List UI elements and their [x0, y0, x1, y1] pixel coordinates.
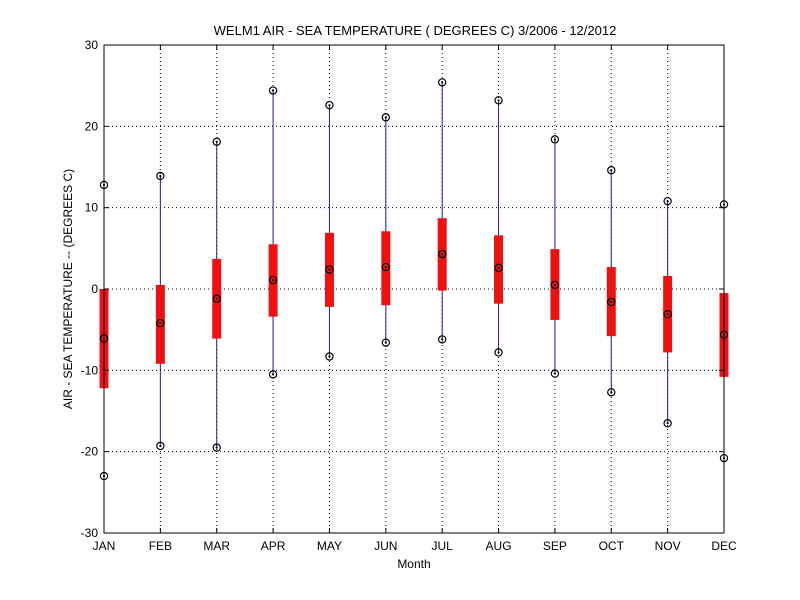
min-marker-may	[325, 352, 334, 361]
min-marker-dot-may	[328, 355, 331, 358]
min-marker-dot-feb	[159, 444, 162, 448]
median-marker-sep	[550, 280, 560, 290]
max-marker-sep	[550, 135, 560, 144]
max-marker-may	[325, 100, 334, 110]
min-marker-sep	[550, 369, 560, 378]
max-marker-dot-jul	[441, 81, 444, 84]
median-marker-dot-mar	[215, 297, 218, 300]
x-tick-label: NOV	[655, 539, 681, 553]
min-marker-aug	[494, 348, 503, 357]
min-marker-oct	[607, 388, 616, 397]
y-tick-label: 0	[91, 282, 98, 296]
max-marker-mar	[212, 137, 221, 146]
x-tick-label: SEP	[543, 539, 567, 553]
chart-title: WELM1 AIR - SEA TEMPERATURE ( DEGREES C)…	[214, 23, 617, 38]
x-tick-label: MAR	[203, 539, 230, 553]
max-marker-jun	[381, 113, 391, 122]
y-tick-label: 30	[85, 38, 99, 52]
max-marker-feb	[156, 171, 165, 181]
median-marker-oct	[607, 297, 616, 307]
box-jun	[381, 231, 391, 306]
max-marker-dot-sep	[553, 138, 557, 141]
min-marker-mar	[212, 443, 221, 452]
x-tick-label: AUG	[486, 539, 512, 553]
max-marker-dot-oct	[610, 169, 613, 172]
max-marker-dot-may	[328, 104, 331, 107]
x-tick-label: JAN	[93, 539, 116, 553]
max-marker-oct	[607, 166, 616, 175]
median-marker-apr	[268, 275, 278, 285]
y-tick-label: -30	[81, 526, 99, 540]
y-axis-label: AIR - SEA TEMPERATURE -- (DEGREES C)	[61, 169, 75, 409]
max-marker-dot-aug	[497, 99, 500, 102]
median-marker-dot-feb	[159, 322, 162, 325]
min-marker-dot-apr	[271, 373, 275, 376]
y-tick-label: -10	[81, 363, 99, 377]
max-marker-jul	[437, 78, 447, 87]
max-marker-dot-nov	[666, 200, 669, 203]
x-tick-label: MAY	[317, 539, 342, 553]
x-tick-label: APR	[261, 539, 286, 553]
median-marker-mar	[212, 294, 221, 303]
median-marker-dot-sep	[553, 283, 557, 287]
median-marker-jun	[381, 262, 391, 272]
x-axis-label: Month	[397, 557, 430, 571]
median-marker-nov	[663, 310, 672, 319]
min-marker-dot-mar	[215, 446, 218, 449]
min-marker-dot-jul	[441, 338, 444, 341]
box-aug	[494, 235, 504, 304]
y-tick-label: 20	[85, 119, 99, 133]
max-marker-aug	[494, 96, 503, 105]
x-tick-label: JUL	[432, 539, 454, 553]
max-marker-dot-jun	[384, 116, 387, 119]
median-marker-may	[325, 265, 334, 274]
max-marker-apr	[268, 86, 278, 95]
grid	[103, 44, 725, 534]
min-marker-jun	[381, 338, 391, 347]
min-marker-apr	[268, 370, 278, 379]
x-tick-label: FEB	[149, 539, 172, 553]
max-marker-nov	[663, 196, 672, 206]
box-feb	[155, 284, 165, 364]
min-marker-dot-sep	[553, 372, 557, 375]
y-tick-label: -20	[81, 445, 99, 459]
min-marker-nov	[663, 419, 672, 428]
x-tick-label: DEC	[711, 539, 737, 553]
median-marker-dot-nov	[666, 313, 669, 316]
median-marker-feb	[156, 318, 165, 328]
median-marker-jul	[437, 249, 447, 259]
median-marker-dot-jul	[441, 252, 444, 256]
axes: -30 -20 -10 0 10 20 30 JAN FEB MAR APR MAY JUN JUL AUG…	[81, 38, 737, 553]
median-marker-dot-apr	[271, 278, 275, 282]
min-marker-feb	[156, 441, 165, 451]
y-tick-label: 10	[85, 201, 99, 215]
min-marker-dot-oct	[610, 391, 613, 394]
median-marker-dot-aug	[497, 266, 500, 269]
max-marker-dot-feb	[159, 174, 162, 178]
min-marker-dot-jun	[384, 341, 387, 344]
min-marker-dot-nov	[666, 422, 669, 425]
box-marks	[99, 78, 729, 481]
max-marker-dot-mar	[215, 140, 218, 143]
max-marker-dot-apr	[271, 89, 275, 92]
x-tick-label: OCT	[599, 539, 625, 553]
min-marker-dot-aug	[497, 351, 500, 354]
x-tick-label: JUN	[374, 539, 397, 553]
median-marker-dot-oct	[610, 300, 613, 304]
median-marker-dot-jun	[384, 265, 387, 269]
median-marker-aug	[494, 263, 503, 273]
median-marker-dot-may	[328, 268, 331, 271]
min-marker-jul	[437, 335, 447, 344]
